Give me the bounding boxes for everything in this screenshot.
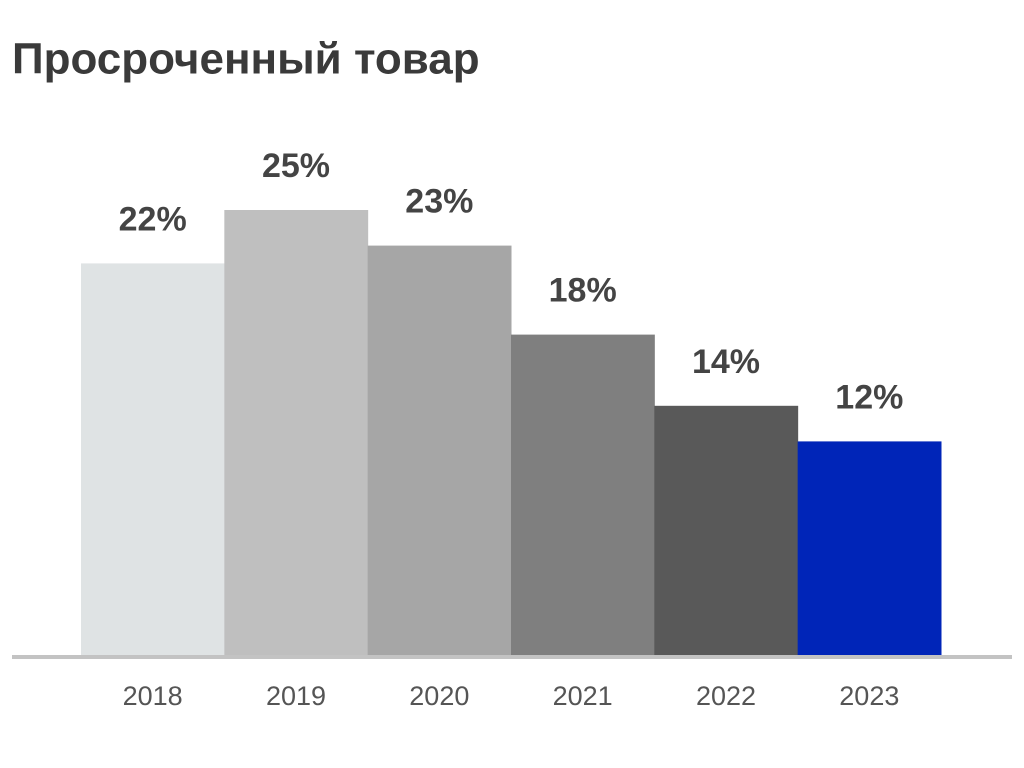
- bar: [797, 441, 942, 656]
- x-tick-label: 2021: [553, 681, 613, 711]
- bar: [654, 405, 799, 656]
- bar: [367, 245, 512, 656]
- x-tick-label: 2023: [839, 681, 899, 711]
- chart-title: Просроченный товар: [12, 35, 480, 84]
- x-tick-label: 2022: [696, 681, 756, 711]
- x-tick-label: 2020: [409, 681, 469, 711]
- value-label: 12%: [835, 378, 903, 416]
- value-label: 18%: [549, 272, 617, 310]
- bar: [81, 263, 225, 656]
- value-label: 23%: [405, 183, 473, 221]
- bar: [224, 210, 369, 656]
- x-tick-label: 2018: [123, 681, 183, 711]
- value-label: 22%: [119, 200, 187, 238]
- value-label: 25%: [262, 147, 330, 185]
- bar: [511, 334, 655, 656]
- x-tick-label: 2019: [266, 681, 326, 711]
- value-label: 14%: [692, 343, 760, 381]
